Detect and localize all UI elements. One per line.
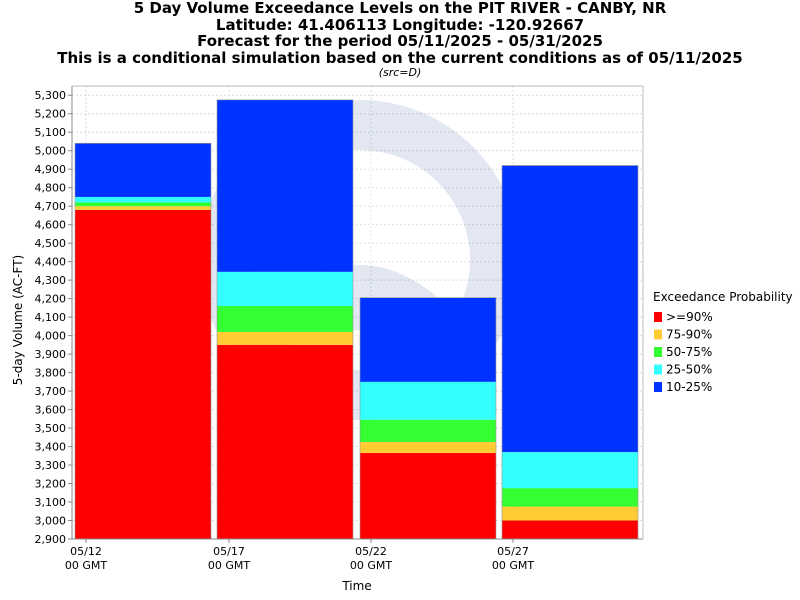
chart-subtitle-period: Forecast for the period 05/11/2025 - 05/… [197, 32, 603, 50]
bar-segment-2 [217, 331, 353, 345]
x-tick-label-time: 00 GMT [492, 559, 535, 572]
bar-segment-2 [360, 441, 496, 454]
chart-subtitle-condition: This is a conditional simulation based o… [57, 48, 743, 67]
bar-segment-5 [360, 297, 496, 382]
x-tick-label-time: 00 GMT [65, 559, 108, 572]
legend-swatch [654, 347, 662, 357]
legend-title: Exceedance Probability [653, 290, 793, 304]
y-tick-label: 4,700 [35, 200, 67, 213]
bar-segment-4 [75, 196, 211, 203]
x-tick-label-date: 05/12 [70, 545, 102, 558]
y-tick-label: 3,500 [35, 422, 67, 435]
legend-item-label: >=90% [666, 310, 713, 324]
y-tick-label: 3,100 [35, 496, 67, 509]
bar-stack-group [74, 99, 639, 540]
y-tick-label: 4,600 [35, 219, 67, 232]
y-tick-label: 3,900 [35, 348, 67, 361]
y-tick-label: 4,900 [35, 163, 67, 176]
bar-stack [501, 165, 639, 540]
y-tick-label: 4,200 [35, 293, 67, 306]
legend-item-label: 75-90% [666, 328, 712, 342]
bar-segment-3 [360, 419, 496, 442]
x-tick-label-time: 00 GMT [208, 559, 251, 572]
y-tick-label: 3,300 [35, 459, 67, 472]
y-tick-label: 4,400 [35, 256, 67, 269]
y-tick-label: 5,100 [35, 126, 67, 139]
bar-segment-1 [217, 344, 353, 539]
bar-stack [359, 297, 497, 540]
y-tick-label: 3,700 [35, 385, 67, 398]
y-tick-label: 5,300 [35, 89, 67, 102]
y-tick-label: 4,800 [35, 182, 67, 195]
bar-segment-1 [502, 520, 638, 539]
bar-segment-2 [75, 206, 211, 210]
legend-item-label: 25-50% [666, 363, 712, 377]
y-tick-label: 3,600 [35, 404, 67, 417]
axes [71, 85, 644, 540]
x-tick-label-date: 05/22 [355, 545, 387, 558]
x-tick-label-time: 00 GMT [350, 559, 393, 572]
y-axis-ticks: 2,900 3,000 3,100 3,200 3,300 3,400 3,500 3,600… [35, 89, 72, 546]
bar-segment-2 [502, 506, 638, 521]
bar-segment-4 [502, 452, 638, 489]
legend-swatch [654, 364, 662, 375]
x-axis-label: Time [341, 579, 371, 593]
source-note: (src=D) [378, 66, 422, 79]
bar-stack [74, 143, 212, 540]
bar-segment-4 [217, 271, 353, 307]
y-tick-label: 5,000 [35, 145, 67, 158]
chart-subtitle-location: Latitude: 41.406113 Longitude: -120.9266… [215, 15, 585, 34]
chart-title-block: 5 Day Volume Exceedance Levels on the PI… [0, 0, 800, 80]
y-tick-label: 3,000 [35, 515, 67, 528]
y-tick-label: 4,500 [35, 237, 67, 250]
legend-swatch [654, 382, 662, 392]
bar-segment-3 [217, 306, 353, 332]
bar-segment-4 [360, 381, 496, 420]
y-tick-label: 3,400 [35, 441, 67, 454]
y-axis-label: 5-day Volume (AC-FT) [11, 255, 25, 385]
legend-item-label: 50-75% [666, 345, 712, 359]
y-tick-label: 2,900 [35, 533, 67, 546]
bar-segment-3 [502, 488, 638, 507]
bar-segment-1 [75, 209, 211, 539]
bar-segment-3 [75, 202, 211, 207]
bar-segment-1 [360, 453, 496, 539]
legend-item-label: 10-25% [666, 380, 712, 394]
legend: Exceedance Probability >=90% 75-90% 50-75%… [653, 290, 793, 394]
y-tick-label: 4,000 [35, 330, 67, 343]
legend-swatch [654, 312, 662, 322]
x-tick-label-date: 05/17 [213, 545, 245, 558]
bar-segment-5 [502, 165, 638, 453]
bar-segment-5 [75, 143, 211, 197]
y-tick-label: 5,200 [35, 108, 67, 121]
y-tick-label: 4,300 [35, 274, 67, 287]
legend-swatch [654, 329, 662, 340]
y-tick-label: 3,800 [35, 367, 67, 380]
chart-title: 5 Day Volume Exceedance Levels on the PI… [133, 0, 667, 17]
bar-segment-5 [217, 99, 353, 272]
bar-stack [216, 99, 354, 540]
x-tick-label-date: 05/27 [497, 545, 529, 558]
y-tick-label: 4,100 [35, 311, 67, 324]
y-tick-label: 3,200 [35, 478, 67, 491]
